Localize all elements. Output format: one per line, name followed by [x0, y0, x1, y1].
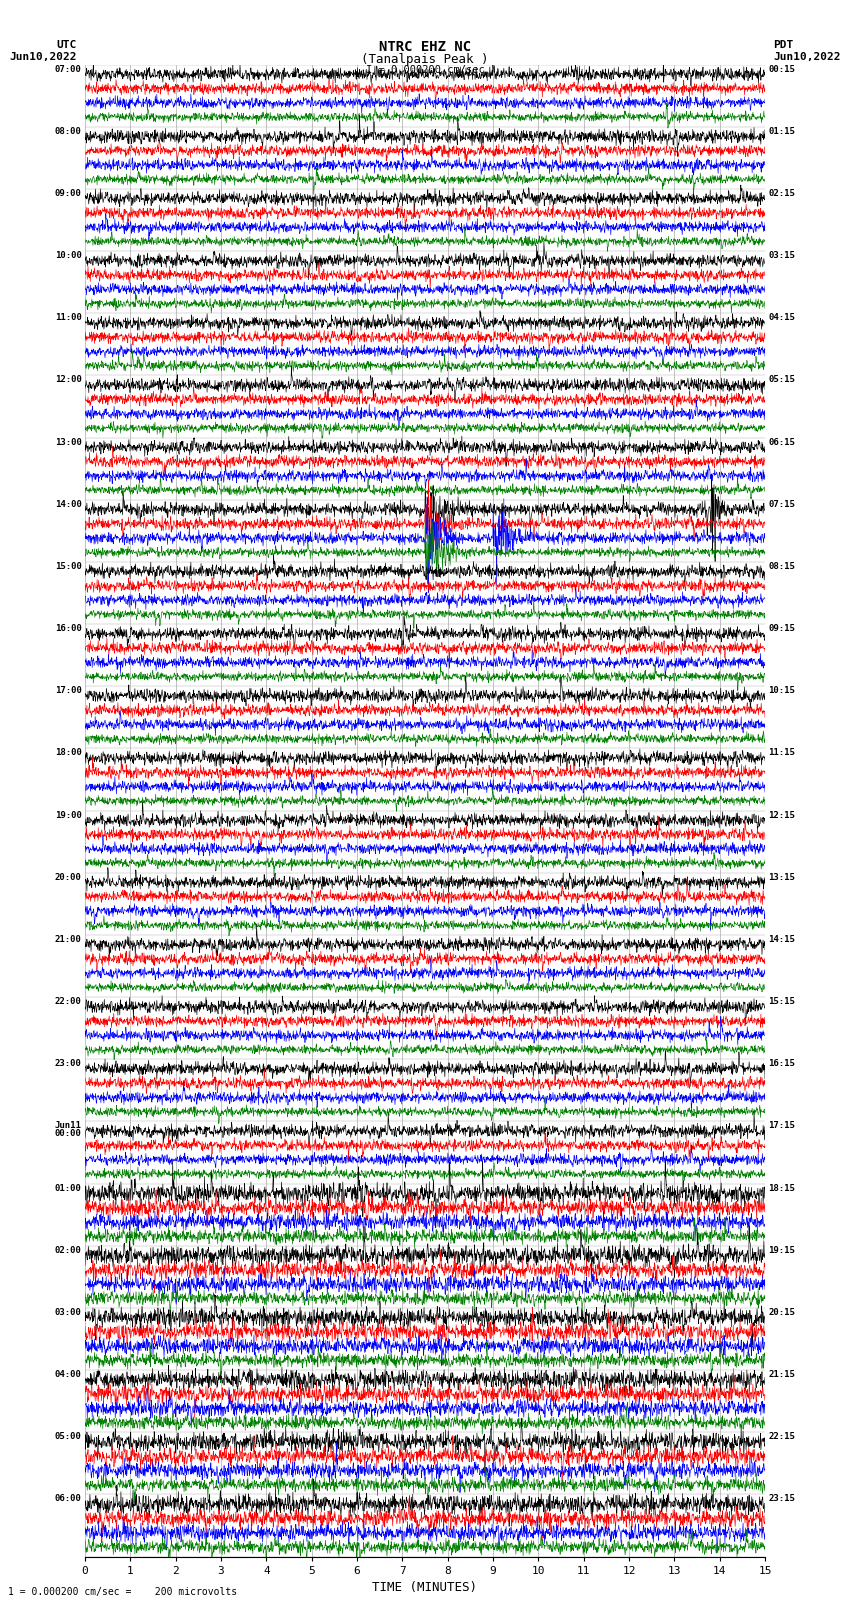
Text: 17:00: 17:00 — [54, 686, 82, 695]
Text: 11:00: 11:00 — [54, 313, 82, 323]
Text: 10:15: 10:15 — [768, 686, 796, 695]
X-axis label: TIME (MINUTES): TIME (MINUTES) — [372, 1581, 478, 1594]
Text: 04:15: 04:15 — [768, 313, 796, 323]
Text: (Tanalpais Peak ): (Tanalpais Peak ) — [361, 53, 489, 66]
Text: 22:15: 22:15 — [768, 1432, 796, 1440]
Text: 1 = 0.000200 cm/sec =    200 microvolts: 1 = 0.000200 cm/sec = 200 microvolts — [8, 1587, 238, 1597]
Text: 09:15: 09:15 — [768, 624, 796, 632]
Text: 10:00: 10:00 — [54, 252, 82, 260]
Text: 03:00: 03:00 — [54, 1308, 82, 1316]
Text: 14:15: 14:15 — [768, 936, 796, 944]
Text: 00:15: 00:15 — [768, 65, 796, 74]
Text: 13:15: 13:15 — [768, 873, 796, 882]
Text: 03:15: 03:15 — [768, 252, 796, 260]
Text: 21:00: 21:00 — [54, 936, 82, 944]
Text: 17:15: 17:15 — [768, 1121, 796, 1131]
Text: Jun11: Jun11 — [54, 1121, 82, 1131]
Text: 13:00: 13:00 — [54, 437, 82, 447]
Text: 05:00: 05:00 — [54, 1432, 82, 1440]
Text: 23:15: 23:15 — [768, 1494, 796, 1503]
Text: 18:15: 18:15 — [768, 1184, 796, 1192]
Text: 19:15: 19:15 — [768, 1245, 796, 1255]
Text: 16:15: 16:15 — [768, 1060, 796, 1068]
Text: 07:00: 07:00 — [54, 65, 82, 74]
Text: 09:00: 09:00 — [54, 189, 82, 198]
Text: NTRC EHZ NC: NTRC EHZ NC — [379, 40, 471, 55]
Text: 08:15: 08:15 — [768, 561, 796, 571]
Text: 06:15: 06:15 — [768, 437, 796, 447]
Text: 20:00: 20:00 — [54, 873, 82, 882]
Text: 04:00: 04:00 — [54, 1369, 82, 1379]
Text: PDT: PDT — [774, 40, 794, 50]
Text: 08:00: 08:00 — [54, 127, 82, 135]
Text: 15:15: 15:15 — [768, 997, 796, 1007]
Text: 11:15: 11:15 — [768, 748, 796, 758]
Text: 23:00: 23:00 — [54, 1060, 82, 1068]
Text: 15:00: 15:00 — [54, 561, 82, 571]
Text: I = 0.000200 cm/sec: I = 0.000200 cm/sec — [366, 65, 484, 74]
Text: 19:00: 19:00 — [54, 810, 82, 819]
Text: 14:00: 14:00 — [54, 500, 82, 508]
Text: 01:00: 01:00 — [54, 1184, 82, 1192]
Text: 21:15: 21:15 — [768, 1369, 796, 1379]
Text: 06:00: 06:00 — [54, 1494, 82, 1503]
Text: UTC: UTC — [56, 40, 76, 50]
Text: 12:15: 12:15 — [768, 810, 796, 819]
Text: 12:00: 12:00 — [54, 376, 82, 384]
Text: 05:15: 05:15 — [768, 376, 796, 384]
Text: 18:00: 18:00 — [54, 748, 82, 758]
Text: Jun10,2022: Jun10,2022 — [9, 52, 76, 61]
Text: 07:15: 07:15 — [768, 500, 796, 508]
Text: 22:00: 22:00 — [54, 997, 82, 1007]
Text: 20:15: 20:15 — [768, 1308, 796, 1316]
Text: 02:00: 02:00 — [54, 1245, 82, 1255]
Text: 00:00: 00:00 — [54, 1129, 82, 1137]
Text: 01:15: 01:15 — [768, 127, 796, 135]
Text: 16:00: 16:00 — [54, 624, 82, 632]
Text: Jun10,2022: Jun10,2022 — [774, 52, 841, 61]
Text: 02:15: 02:15 — [768, 189, 796, 198]
